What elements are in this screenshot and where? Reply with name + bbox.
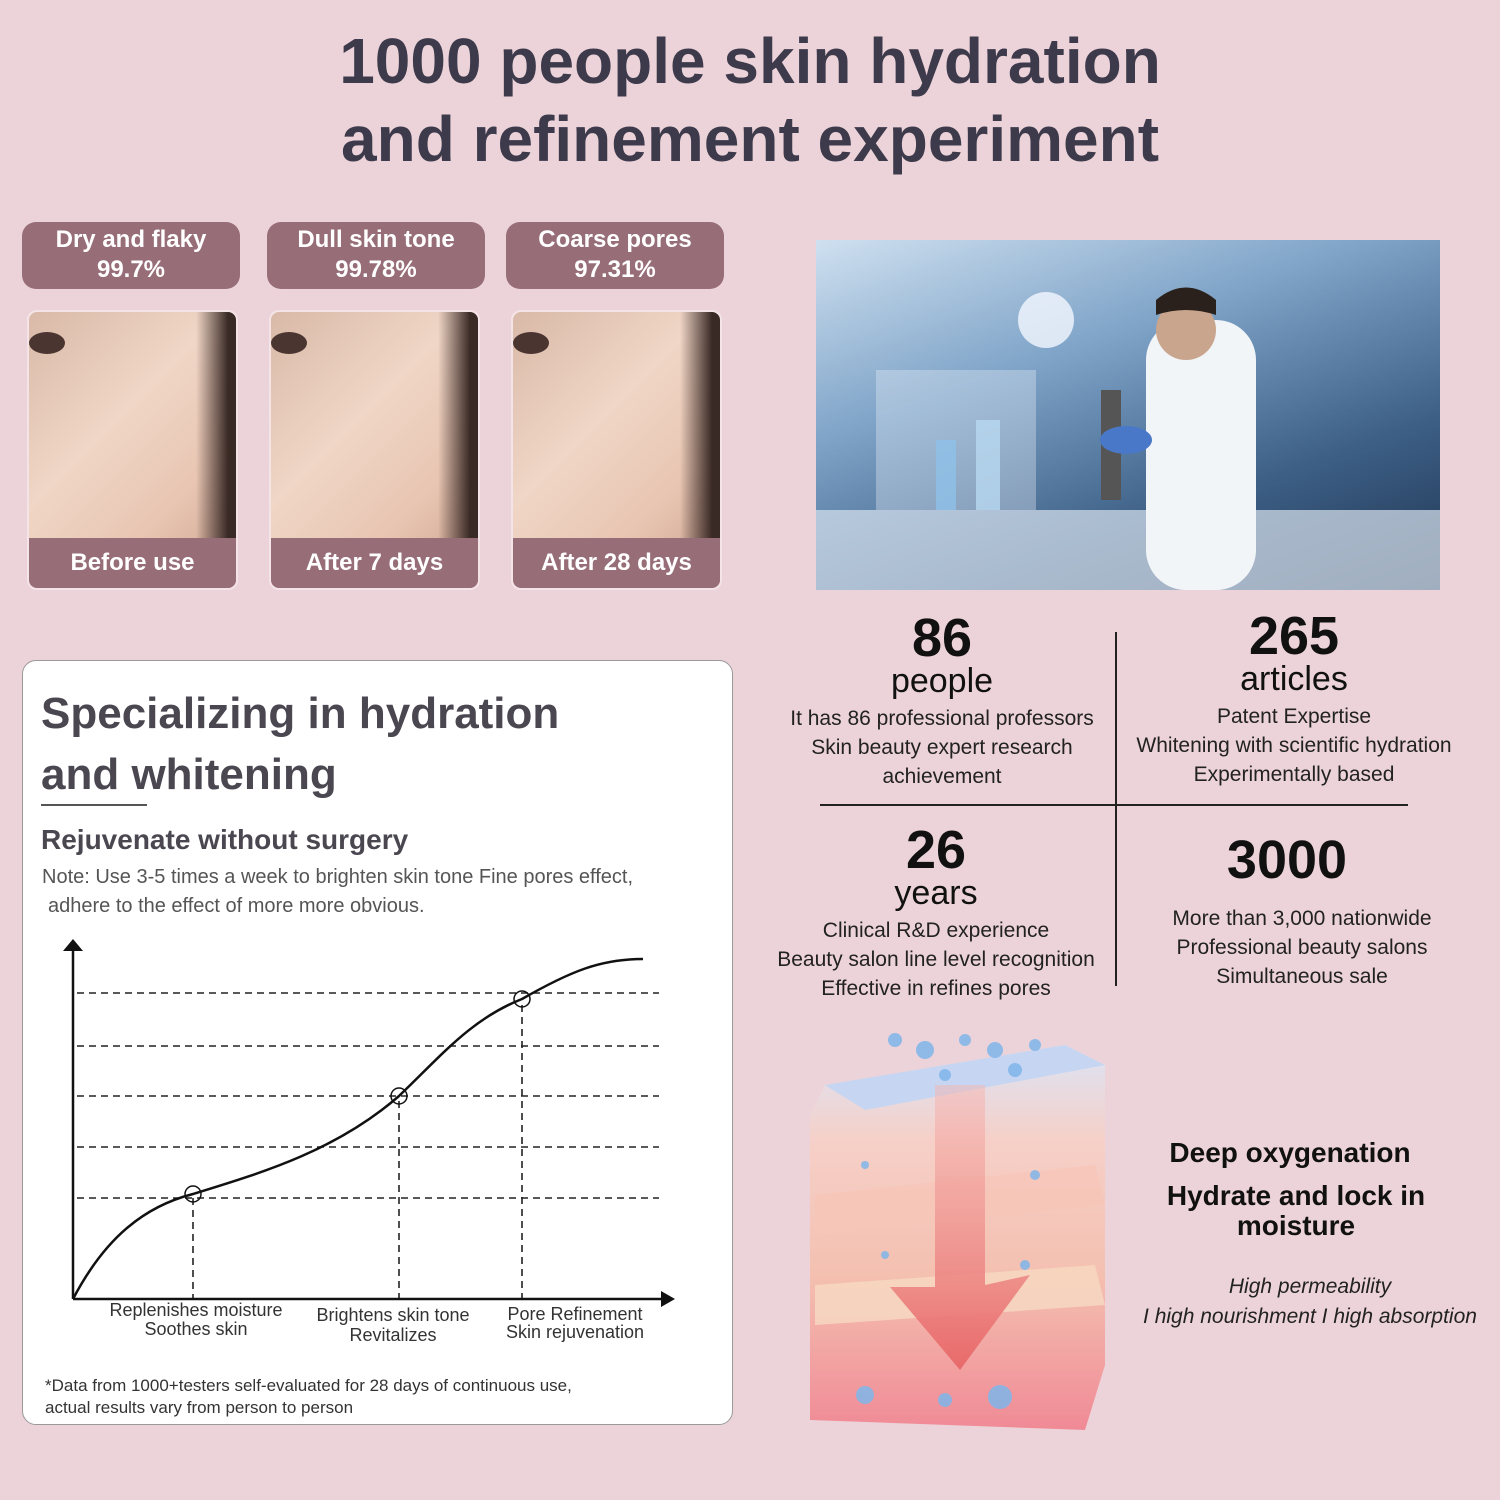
photo-after-7-days: After 7 days <box>269 310 480 590</box>
card-footnote: *Data from 1000+testers self-evaluated f… <box>45 1376 572 1417</box>
hair-detail <box>680 312 720 542</box>
photo-after-28-days: After 28 days <box>511 310 722 590</box>
stat-patents: 265 articles Patent Expertise Whitening w… <box>1124 606 1464 789</box>
stat-unit: articles <box>1240 660 1348 698</box>
heading-underline <box>41 804 147 806</box>
stat-number: 3000 <box>1226 830 1348 890</box>
badge-value: 97.31% <box>574 256 656 283</box>
badge-coarse-pores: Coarse pores 97.31% <box>506 222 724 289</box>
card-note: Note: Use 3-5 times a week to brighten s… <box>42 866 634 917</box>
benefit-hydrate-lock: Hydrate and lock in moisture <box>1166 1180 1426 1241</box>
badge-label: Coarse pores <box>538 226 692 253</box>
y-axis-arrow-icon <box>63 939 83 951</box>
eye-detail <box>29 332 65 354</box>
page-title-line-2: and refinement experiment <box>341 103 1159 175</box>
stat-unit: years <box>894 874 978 912</box>
badge-value: 99.7% <box>96 256 166 283</box>
photo-caption: After 7 days <box>271 538 478 588</box>
benefit-deep-oxygenation: Deep oxygenation <box>1169 1137 1411 1168</box>
photo-caption: After 28 days <box>513 538 720 588</box>
penetration-arrow-icon <box>890 1085 1030 1370</box>
milestone-label-1: Replenishes moisture Soothes skin <box>109 1300 283 1339</box>
milestone-marker <box>513 990 531 1008</box>
photo-caption: Before use <box>29 538 236 588</box>
stat-professors: 86 people It has 86 professional profess… <box>772 608 1112 791</box>
badge-label: Dull skin tone <box>297 226 455 253</box>
milestone-label-2: Brightens skin tone Revitalizes <box>316 1305 470 1345</box>
stat-description: Clinical R&D experience Beauty salon line… <box>777 919 1095 1000</box>
stat-description: More than 3,000 nationwide Professional b… <box>1172 907 1432 988</box>
eye-detail <box>513 332 549 354</box>
milestone-marker <box>390 1087 408 1105</box>
stat-description: Patent Expertise Whitening with scientifi… <box>1136 705 1452 786</box>
stat-number: 26 <box>905 820 967 880</box>
card-heading: Specializing in hydration and whitening <box>41 689 560 799</box>
x-axis-arrow-icon <box>661 1291 675 1307</box>
stat-salons: 3000 More than 3,000 nationwide Professio… <box>1132 833 1472 991</box>
lab-scientist-photo <box>816 240 1440 590</box>
stats-vertical-divider <box>1115 632 1117 986</box>
stat-number: 265 <box>1248 606 1340 666</box>
benefit-properties: High permeability I high nourishment I hi… <box>1143 1275 1477 1328</box>
eye-detail <box>271 332 307 354</box>
stat-years: 26 years Clinical R&D experience Beauty s… <box>766 820 1106 1003</box>
lab-scene-illustration <box>816 287 1440 590</box>
hydration-card: Specializing in hydration and whitening R… <box>22 660 733 1425</box>
stats-horizontal-divider <box>820 804 1408 806</box>
badge-label: Dry and flaky <box>55 226 207 253</box>
effect-curve <box>71 957 644 1300</box>
milestone-marker <box>184 1185 202 1203</box>
hair-detail <box>196 312 236 542</box>
photo-before-use: Before use <box>27 310 238 590</box>
hair-detail <box>438 312 478 542</box>
skin-layers-illustration <box>810 1033 1105 1430</box>
water-bubbles-icon <box>856 1033 1041 1409</box>
badge-dry-flaky: Dry and flaky 99.7% <box>22 222 240 289</box>
badge-dull-skin: Dull skin tone 99.78% <box>267 222 485 289</box>
effect-curve-diagram <box>63 939 675 1307</box>
stat-number: 86 <box>911 608 973 668</box>
stat-unit: people <box>890 662 994 700</box>
card-subheading: Rejuvenate without surgery <box>41 824 409 855</box>
page-title-line-1: 1000 people skin hydration <box>339 25 1161 97</box>
stat-description: It has 86 professional professors Skin be… <box>790 707 1094 788</box>
milestone-label-3: Pore Refinement Skin rejuvenation <box>505 1304 645 1342</box>
badge-value: 99.78% <box>335 256 417 283</box>
